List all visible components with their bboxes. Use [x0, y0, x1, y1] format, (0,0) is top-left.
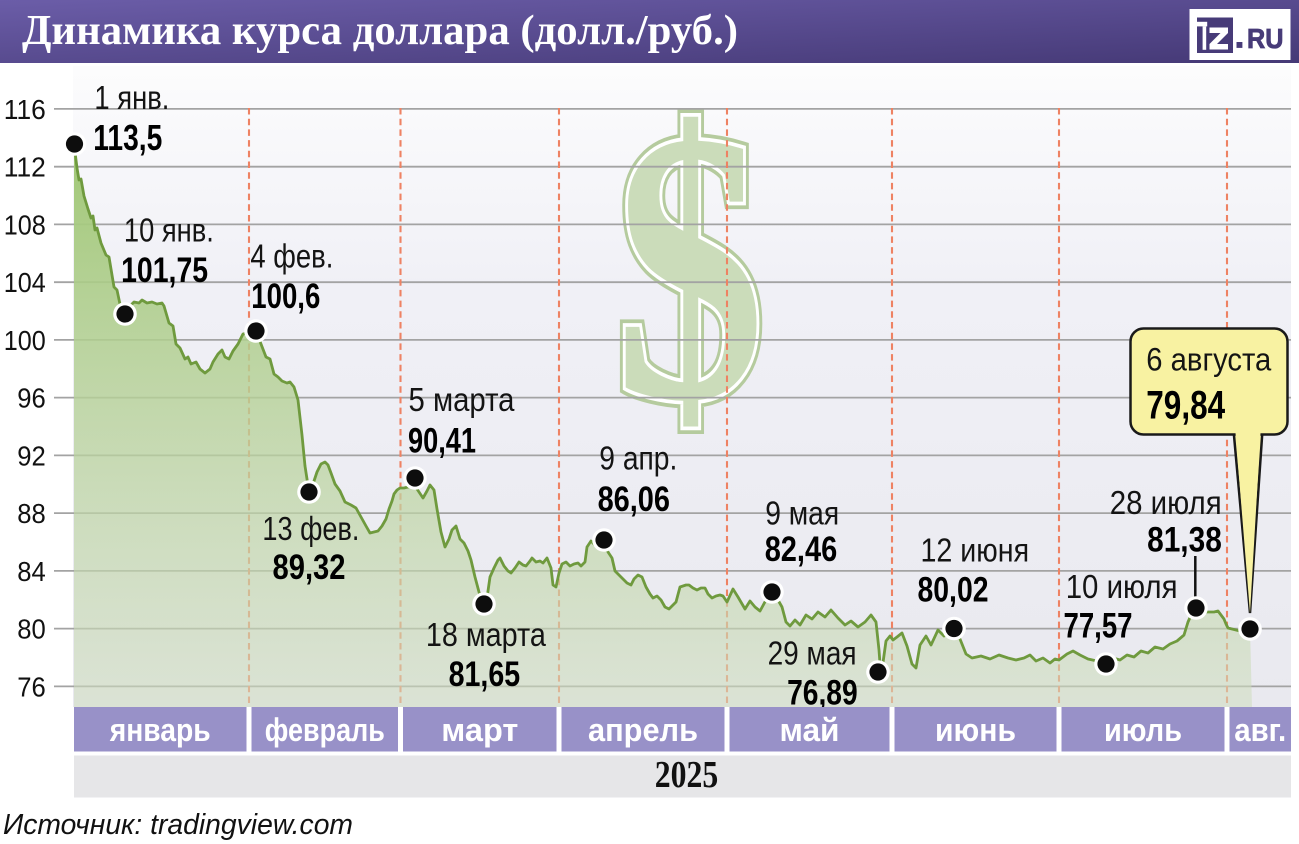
svg-text:RU: RU: [1247, 23, 1284, 54]
svg-text:10 янв.: 10 янв.: [124, 213, 214, 250]
svg-text:авг.: авг.: [1234, 712, 1286, 748]
svg-text:29 мая: 29 мая: [768, 635, 857, 672]
svg-text:79,84: 79,84: [1146, 384, 1225, 428]
svg-text:76: 76: [17, 671, 46, 702]
svg-text:13 фев.: 13 фев.: [262, 511, 359, 548]
svg-text:112: 112: [4, 152, 46, 183]
svg-text:6 августа: 6 августа: [1146, 342, 1271, 378]
svg-text:88: 88: [17, 498, 46, 529]
svg-text:76,89: 76,89: [787, 674, 858, 713]
svg-text:июнь: июнь: [935, 712, 1016, 748]
svg-text:81,65: 81,65: [449, 655, 521, 694]
svg-text:18 марта: 18 марта: [426, 617, 546, 654]
svg-text:81,38: 81,38: [1147, 521, 1222, 560]
svg-text:82,46: 82,46: [765, 530, 838, 569]
svg-text:100: 100: [4, 325, 46, 356]
svg-text:77,57: 77,57: [1064, 606, 1133, 645]
svg-text:12 июня: 12 июня: [921, 533, 1030, 570]
svg-text:$: $: [615, 52, 765, 481]
svg-text:28 июля: 28 июля: [1110, 485, 1222, 522]
svg-text:80: 80: [17, 614, 46, 645]
svg-text:116: 116: [4, 94, 46, 125]
svg-text:100,6: 100,6: [251, 277, 320, 316]
svg-text:9 мая: 9 мая: [765, 496, 839, 533]
svg-text:92: 92: [17, 440, 46, 471]
svg-text:$: $: [615, 52, 765, 481]
svg-text:май: май: [780, 712, 840, 748]
svg-text:80,02: 80,02: [918, 571, 989, 610]
svg-text:113,5: 113,5: [93, 117, 162, 158]
svg-text:96: 96: [17, 383, 46, 414]
svg-text:89,32: 89,32: [273, 548, 346, 587]
svg-text:март: март: [441, 712, 518, 748]
svg-text:108: 108: [4, 209, 46, 240]
svg-text:январь: январь: [109, 712, 211, 748]
svg-text:86,06: 86,06: [598, 480, 670, 519]
svg-text:101,75: 101,75: [121, 251, 208, 290]
svg-text:90,41: 90,41: [408, 421, 476, 460]
svg-text:Источник: tradingview.com: Источник: tradingview.com: [3, 809, 353, 841]
svg-text:Динамика курса доллара (долл./: Динамика курса доллара (долл./руб.): [22, 8, 738, 54]
svg-text:1 янв.: 1 янв.: [94, 80, 169, 117]
svg-text:9 апр.: 9 апр.: [599, 440, 677, 477]
svg-text:104: 104: [4, 267, 46, 298]
svg-text:84: 84: [17, 556, 46, 587]
svg-text:10 июля: 10 июля: [1066, 569, 1178, 606]
svg-text:февраль: февраль: [265, 712, 385, 748]
svg-text:4 фев.: 4 фев.: [250, 238, 333, 275]
svg-text:$: $: [615, 52, 765, 481]
svg-text:апрель: апрель: [588, 712, 698, 748]
svg-text:2025: 2025: [655, 754, 719, 796]
svg-text:июль: июль: [1104, 712, 1182, 748]
svg-text:5 марта: 5 марта: [409, 382, 515, 419]
